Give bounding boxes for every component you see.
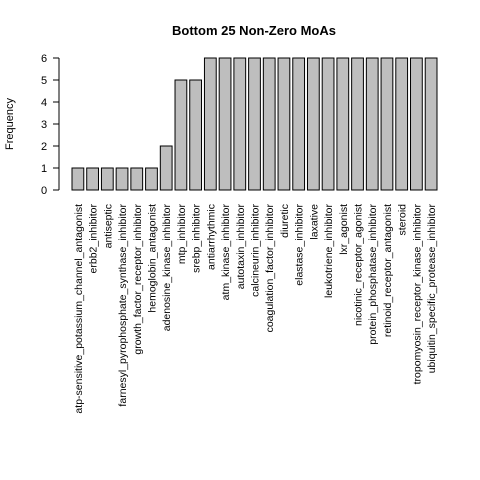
category-labels: atp-sensitive_potassium_channel_antagoni… — [73, 203, 438, 413]
bars — [71, 57, 438, 191]
bar-atp-sensitive_potassium_channel_antagonist — [71, 167, 85, 191]
bar-mtp_inhibitor — [174, 79, 188, 191]
x-tick-label: steroid — [397, 204, 409, 236]
bar-retinoid_receptor_antagonist — [380, 57, 394, 191]
bar-farnesyl_pyrophosphate_synthase_inhibitor — [115, 167, 129, 191]
y-tick-label: 6 — [41, 53, 47, 65]
x-tick-label: calcineurin_inhibitor — [250, 204, 262, 297]
chart-title: Bottom 25 Non-Zero MoAs — [172, 23, 336, 38]
x-tick-label: leukotriene_inhibitor — [323, 204, 335, 298]
x-tick-label: atm_kinase_inhibitor — [220, 204, 232, 301]
bar-hemoglobin_antagonist — [145, 167, 158, 191]
x-tick-label: elastase_inhibitor — [294, 203, 306, 285]
bar-srebp_inhibitor — [189, 79, 203, 191]
bar-laxative — [306, 57, 320, 191]
x-tick-label: retinoid_receptor_antagonist — [382, 204, 394, 337]
x-tick-label: autotaxin_inhibitor — [235, 204, 247, 290]
bar-antiarrhythmic — [203, 57, 217, 191]
bar-leukotriene_inhibitor — [321, 57, 335, 191]
x-tick-label: coagulation_factor_inhibitor — [264, 203, 276, 332]
x-tick-label: ubiquitin_specific_protease_inhibitor — [426, 204, 438, 374]
x-tick-label: erbb2_inhibitor — [88, 204, 100, 274]
x-tick-label: mtp_inhibitor — [176, 204, 188, 265]
bar-antiseptic — [100, 167, 114, 191]
x-tick-label: tropomyosin_receptor_kinase_inhibitor — [411, 204, 423, 385]
x-tick-label: srebp_inhibitor — [191, 204, 203, 273]
x-tick-label: antiseptic — [102, 204, 114, 248]
x-tick-label: antiarrhythmic — [205, 204, 217, 270]
y-axis-label: Frequency — [4, 98, 16, 150]
bar-growth_factor_receptor_inhibitor — [130, 167, 144, 191]
x-tick-label: hemoglobin_antagonist — [146, 204, 158, 313]
x-tick-label: farnesyl_pyrophosphate_synthase_inhibito… — [117, 204, 129, 407]
bar-coagulation_factor_inhibitor — [262, 57, 276, 191]
bar-protein_phosphatase_inhibitor — [365, 57, 379, 191]
x-tick-label: lxr_agonist — [338, 204, 350, 255]
bar-calcineurin_inhibitor — [248, 57, 261, 191]
bar-lxr_agonist — [336, 57, 350, 191]
bar-elastase_inhibitor — [292, 57, 306, 191]
x-tick-label: nicotinic_receptor_agonist — [353, 204, 365, 326]
bar-erbb2_inhibitor — [86, 167, 99, 191]
y-tick-label: 5 — [41, 75, 47, 87]
bar-tropomyosin_receptor_kinase_inhibitor — [410, 57, 423, 191]
x-tick-label: protein_phosphatase_inhibitor — [367, 204, 379, 345]
y-tick-label: 4 — [41, 97, 47, 109]
x-tick-label: diuretic — [279, 204, 291, 238]
x-tick-label: laxative — [308, 204, 320, 240]
bar-ubiquitin_specific_protease_inhibitor — [424, 57, 438, 191]
bar-diuretic — [277, 57, 291, 191]
x-tick-label: growth_factor_receptor_inhibitor — [132, 204, 144, 355]
bar-autotaxin_inhibitor — [233, 57, 247, 191]
bar-atm_kinase_inhibitor — [218, 57, 232, 191]
y-axis: 0 1 2 3 4 5 6 — [41, 53, 60, 197]
bar-adenosine_kinase_inhibitor — [159, 145, 173, 191]
y-tick-label: 1 — [41, 163, 47, 175]
y-tick-label: 0 — [41, 185, 47, 197]
bar-steroid — [395, 57, 409, 191]
y-tick-label: 3 — [41, 119, 47, 131]
x-tick-label: atp-sensitive_potassium_channel_antagoni… — [73, 204, 85, 414]
y-tick-label: 2 — [41, 141, 47, 153]
bar-nicotinic_receptor_agonist — [351, 57, 364, 191]
x-tick-label: adenosine_kinase_inhibitor — [161, 204, 173, 332]
